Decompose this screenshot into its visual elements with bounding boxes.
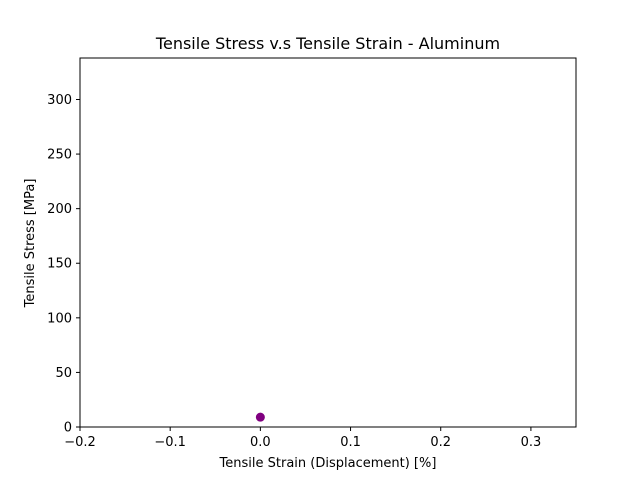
y-tick-label: 0 [64, 421, 72, 436]
y-tick-label: 150 [47, 257, 72, 272]
y-tick-label: 250 [47, 148, 72, 163]
x-axis-label: Tensile Strain (Displacement) [%] [219, 456, 437, 471]
x-tick-label: 0.3 [521, 435, 542, 450]
y-tick-label: 300 [47, 93, 72, 108]
x-tick-label: −0.2 [64, 435, 96, 450]
x-tick-label: 0.1 [340, 435, 361, 450]
data-point [255, 412, 265, 422]
chart-title: Tensile Stress v.s Tensile Strain - Alum… [155, 34, 500, 53]
plot-area: −0.2 −0.1 0.0 0.1 0.2 0.3 0 50 100 150 200 250 300 [47, 57, 577, 450]
x-tick-label: 0.0 [250, 435, 271, 450]
y-tick-label: 50 [55, 366, 72, 381]
x-tick-label: 0.2 [430, 435, 451, 450]
y-tick-label: 100 [47, 311, 72, 326]
x-tick-label: −0.1 [154, 435, 186, 450]
plot-frame [79, 57, 577, 428]
y-tick-label: 200 [47, 202, 72, 217]
y-axis-label: Tensile Stress [MPa] [23, 179, 38, 309]
